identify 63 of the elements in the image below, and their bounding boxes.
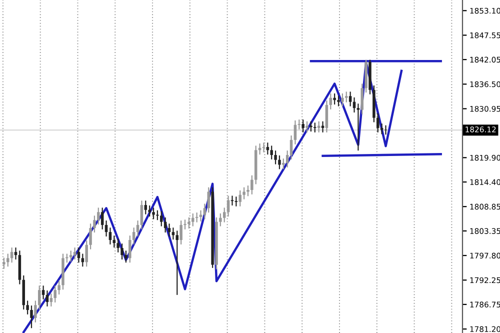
candlestick xyxy=(85,240,88,268)
candlestick xyxy=(184,219,186,230)
candlestick xyxy=(42,285,45,300)
candlestick xyxy=(34,300,37,323)
candlestick xyxy=(329,92,332,110)
candlestick xyxy=(282,158,285,170)
candlestick xyxy=(337,95,340,107)
candlestick xyxy=(306,120,308,133)
candlestick xyxy=(356,103,360,152)
candlestick xyxy=(176,230,179,296)
candlestick xyxy=(89,223,92,250)
candlestick xyxy=(230,195,234,206)
candlestick xyxy=(54,285,56,303)
candlestick xyxy=(100,207,104,230)
candlestick xyxy=(26,300,29,315)
candlestick xyxy=(116,238,120,253)
candlestick xyxy=(278,154,281,170)
candlestick xyxy=(348,91,352,107)
candlestick xyxy=(298,119,301,130)
candlestick xyxy=(140,200,144,230)
candlestick xyxy=(81,253,84,268)
candlestick xyxy=(360,83,364,115)
candlestick xyxy=(6,253,10,268)
candlestick xyxy=(168,223,171,238)
candlestick xyxy=(238,190,242,207)
candlestick xyxy=(148,204,151,218)
candlestick xyxy=(314,122,316,133)
candlestick xyxy=(286,150,289,168)
candlestick xyxy=(219,212,222,227)
candlestick xyxy=(30,304,33,329)
candlestick xyxy=(152,207,155,220)
candlestick xyxy=(203,203,206,220)
candlestick xyxy=(207,186,210,214)
candlestick xyxy=(294,120,297,145)
candlestick xyxy=(250,174,254,195)
candlestick xyxy=(50,293,53,307)
candlestick xyxy=(246,184,250,197)
candlestick xyxy=(234,196,238,207)
candlestick xyxy=(325,100,328,133)
candlestick xyxy=(120,242,124,260)
candlestick xyxy=(128,235,132,264)
candlestick xyxy=(104,220,108,238)
candlestick xyxy=(97,207,100,226)
candlestick xyxy=(93,215,96,234)
candlestick xyxy=(160,210,163,227)
candlestick xyxy=(345,91,348,103)
candlestick xyxy=(302,119,304,133)
candlestick xyxy=(180,220,182,245)
candlestick xyxy=(132,227,136,245)
candlestick xyxy=(333,92,336,106)
candlestick xyxy=(136,220,140,238)
candlestick xyxy=(69,250,72,262)
candlestick xyxy=(46,290,49,307)
candlestick xyxy=(290,134,293,160)
candlestick xyxy=(58,280,60,296)
candlestick xyxy=(274,150,277,165)
candlestick xyxy=(270,145,273,160)
candlestick xyxy=(384,124,388,136)
candlestick xyxy=(124,250,128,264)
candlestick xyxy=(242,186,246,200)
candlestick xyxy=(144,200,148,215)
candlestick xyxy=(108,227,112,245)
candlestick xyxy=(195,212,198,223)
